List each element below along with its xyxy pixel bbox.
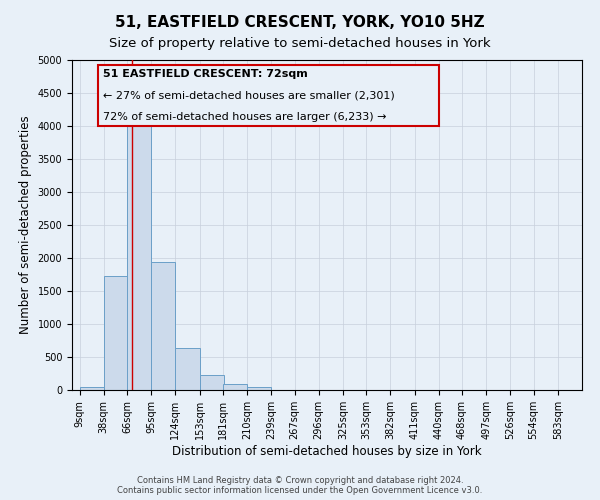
Text: Contains HM Land Registry data © Crown copyright and database right 2024.
Contai: Contains HM Land Registry data © Crown c… — [118, 476, 482, 495]
Bar — [104, 276, 128, 390]
Text: Size of property relative to semi-detached houses in York: Size of property relative to semi-detach… — [109, 38, 491, 51]
Bar — [151, 262, 175, 390]
Bar — [79, 386, 104, 390]
Bar — [127, 124, 151, 390]
Text: 51 EASTFIELD CRESCENT: 72sqm: 51 EASTFIELD CRESCENT: 72sqm — [103, 69, 307, 79]
FancyBboxPatch shape — [97, 65, 439, 126]
Bar — [199, 375, 224, 390]
Y-axis label: Number of semi-detached properties: Number of semi-detached properties — [19, 116, 32, 334]
Text: 72% of semi-detached houses are larger (6,233) →: 72% of semi-detached houses are larger (… — [103, 112, 386, 122]
Bar — [223, 384, 247, 390]
Text: ← 27% of semi-detached houses are smaller (2,301): ← 27% of semi-detached houses are smalle… — [103, 90, 394, 101]
Bar — [175, 348, 199, 390]
Text: 51, EASTFIELD CRESCENT, YORK, YO10 5HZ: 51, EASTFIELD CRESCENT, YORK, YO10 5HZ — [115, 15, 485, 30]
X-axis label: Distribution of semi-detached houses by size in York: Distribution of semi-detached houses by … — [172, 444, 482, 458]
Bar — [247, 386, 271, 390]
